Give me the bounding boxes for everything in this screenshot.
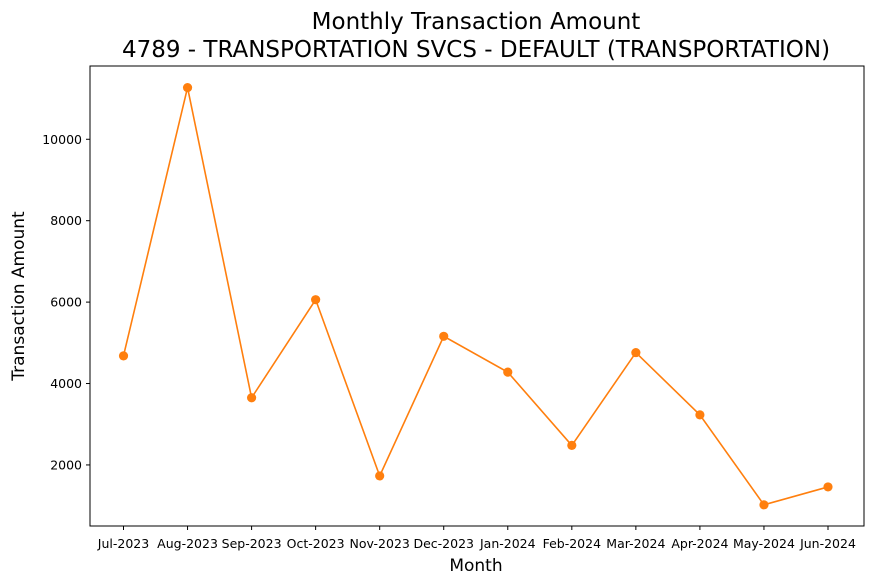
x-tick-label: Jul-2023 [97, 536, 149, 551]
data-point [118, 351, 129, 361]
x-tick-label: Mar-2024 [606, 536, 665, 551]
x-axis-ticks: Jul-2023 Aug-2023 Sep-2023 Oct-2023 Nov-2023… [97, 526, 856, 551]
plot-area [89, 65, 865, 527]
x-tick-label: Oct-2023 [287, 536, 345, 551]
data-point [375, 471, 385, 481]
x-tick-label: Apr-2024 [671, 536, 728, 551]
x-tick-label: Aug-2023 [157, 536, 218, 551]
data-point [439, 331, 449, 341]
data-point [246, 393, 257, 403]
chart-title: Monthly Transaction Amount [312, 9, 641, 35]
x-axis-label: Month [449, 556, 502, 576]
data-point [695, 410, 705, 420]
series-line [122, 87, 829, 506]
data-point [631, 347, 641, 358]
data-point [823, 482, 833, 492]
data-point [503, 367, 513, 377]
x-tick-label: May-2024 [733, 536, 795, 551]
series-group [118, 82, 833, 510]
x-tick-label: Jun-2024 [799, 536, 856, 551]
x-tick-label: Dec-2023 [413, 536, 474, 551]
y-tick-label: 4000 [50, 376, 82, 391]
x-tick-label: Nov-2023 [349, 536, 409, 551]
y-tick-label: 6000 [50, 295, 82, 310]
chart-subtitle: 4789 - TRANSPORTATION SVCS - DEFAULT (TR… [122, 37, 830, 63]
data-point [182, 82, 193, 93]
x-tick-label: Sep-2023 [222, 536, 282, 551]
y-tick-label: 8000 [50, 213, 82, 228]
data-point [567, 440, 577, 450]
y-axis-ticks: 2000 4000 6000 8000 10000 [42, 132, 90, 472]
data-point [311, 295, 321, 305]
x-tick-label: Feb-2024 [543, 536, 602, 551]
y-tick-label: 10000 [42, 132, 82, 147]
x-tick-label: Jan-2024 [479, 536, 536, 551]
y-axis-label: Transaction Amount [9, 211, 29, 382]
data-point [759, 500, 769, 510]
y-tick-label: 2000 [50, 457, 82, 472]
